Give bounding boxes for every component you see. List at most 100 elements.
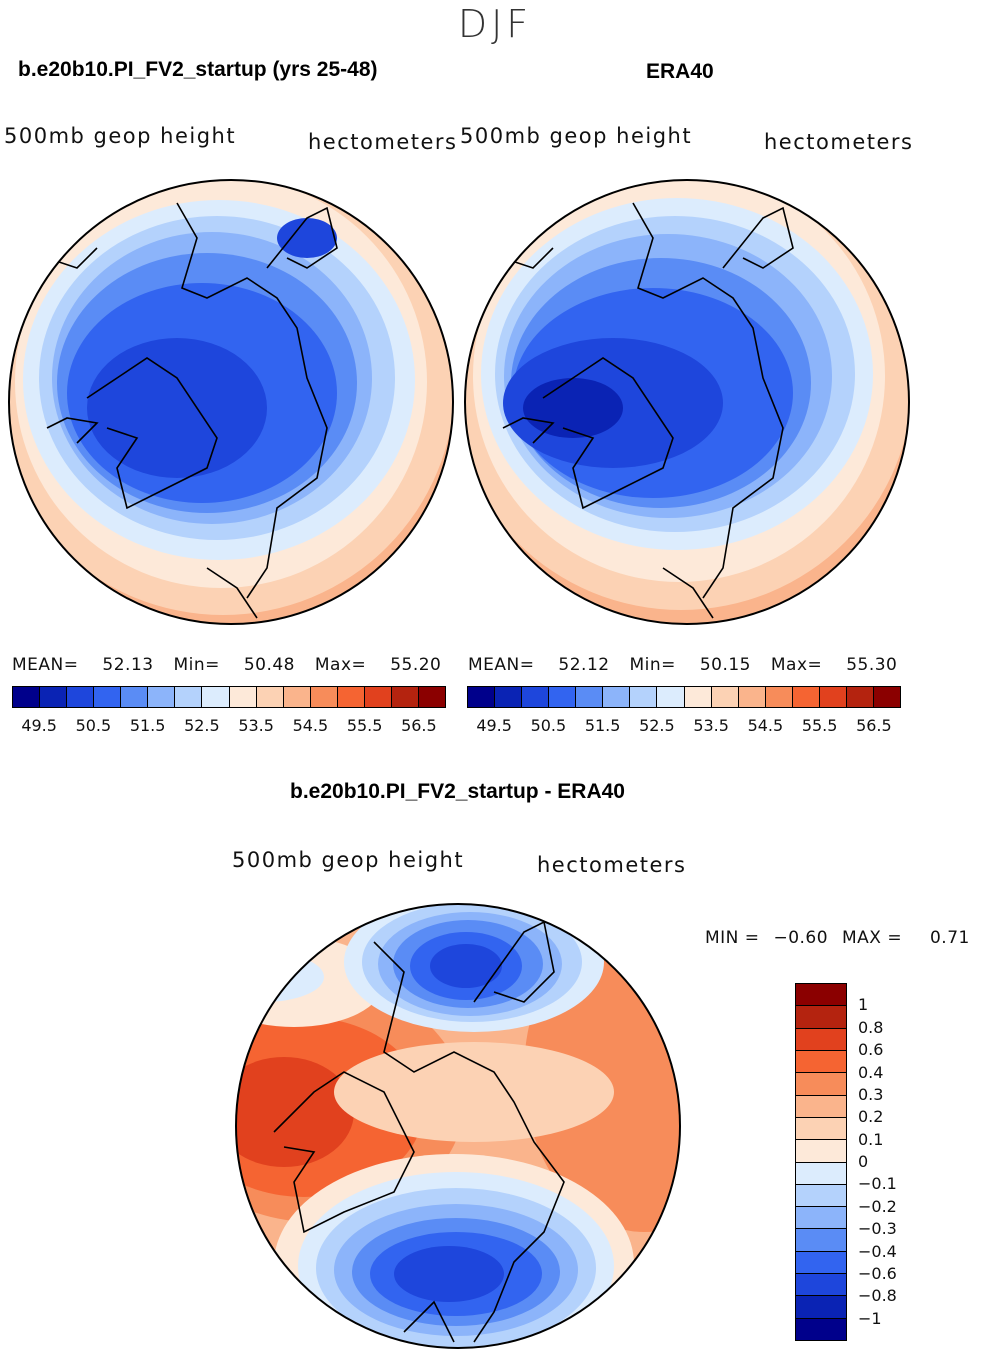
obs-colorbar-tick-label: 52.5 [639, 716, 675, 735]
model-colorbar-swatch [175, 687, 203, 707]
diff-units-label: hectometers [537, 853, 687, 877]
diff-colorbar-ticks: 1 0.8 0.6 0.4 0.3 0.2 0.1 0 −0.1 −0.2 −0.3 −0.4 −0.6… [858, 983, 918, 1341]
diff-colorbar-tick-label: 0.2 [858, 1107, 884, 1127]
diff-colorbar-tick-label: 0.8 [858, 1017, 884, 1037]
model-colorbar-tick-label: 52.5 [184, 716, 220, 735]
diff-colorbar-swatch [796, 1050, 846, 1074]
obs-colorbar-swatch [657, 687, 685, 707]
diff-colorbar-swatch [796, 1207, 846, 1230]
model-units-label: hectometers [308, 130, 458, 154]
diff-colorbar-tick-label: −0.6 [858, 1263, 897, 1283]
model-colorbar-swatch [13, 687, 41, 707]
obs-colorbar-swatch [738, 687, 766, 707]
diff-colorbar-tick-label: 0 [858, 1152, 869, 1171]
diff-colorbar-tick-label: −1 [858, 1308, 882, 1328]
obs-colorbar-swatch [603, 687, 631, 707]
obs-colorbar-swatch [765, 687, 793, 707]
diff-colorbar-swatch [796, 1296, 846, 1319]
obs-colorbar-swatch [468, 687, 496, 707]
obs-colorbar-swatch [549, 687, 577, 707]
model-colorbar-tick-label: 55.5 [346, 716, 383, 735]
model-variable-label: 500mb geop height [4, 124, 237, 148]
obs-colorbar-swatch [522, 687, 550, 707]
diff-colorbar-swatch [796, 1140, 846, 1163]
diff-panel-title: b.e20b10.PI_FV2_startup - ERA40 [290, 780, 625, 803]
obs-colorbar-ticks: 49.5 50.5 51.5 52.5 53.5 54.5 55.5 56.5 [467, 716, 901, 738]
model-colorbar-swatch [337, 687, 365, 707]
diff-colorbar-swatch [796, 1162, 846, 1185]
obs-max-label: Max= [770, 655, 823, 675]
model-polar-map [8, 179, 454, 625]
diff-colorbar-swatch [796, 1274, 846, 1297]
obs-colorbar-swatch [819, 687, 847, 707]
obs-colorbar-swatch [846, 687, 874, 707]
obs-colorbar-swatch [711, 687, 739, 707]
obs-colorbar-swatch [873, 687, 900, 707]
diff-colorbar-tick-label: 0.1 [858, 1129, 884, 1149]
diff-colorbar-swatch [796, 984, 846, 1007]
diff-max-label: MAX = [841, 928, 903, 948]
obs-colorbar-tick-label: 49.5 [476, 716, 512, 735]
model-colorbar-swatch [283, 687, 311, 707]
diff-colorbar-tick-label: −0.2 [858, 1196, 897, 1216]
model-colorbar-ticks: 49.5 50.5 51.5 52.5 53.5 54.5 55.5 56.5 [12, 716, 446, 738]
model-colorbar-tick-label: 50.5 [75, 716, 112, 735]
model-mean-label: MEAN= [12, 655, 79, 675]
obs-stats: MEAN= 52.12 Min= 50.15 Max= 55.30 [468, 655, 897, 675]
obs-variable-label: 500mb geop height [460, 124, 693, 148]
diff-colorbar-tick-label: −0.1 [858, 1174, 897, 1194]
obs-colorbar-tick-label: 54.5 [747, 716, 784, 735]
model-colorbar-tick-label: 53.5 [238, 716, 274, 735]
obs-colorbar-tick-label: 50.5 [530, 716, 567, 735]
model-min-label: Min= [173, 655, 220, 675]
model-panel-title: b.e20b10.PI_FV2_startup (yrs 25-48) [18, 58, 378, 81]
model-colorbar-swatch [256, 687, 284, 707]
diff-colorbar-tick-label: −0.8 [858, 1286, 897, 1306]
obs-colorbar-swatch [792, 687, 820, 707]
diff-max-value: 0.71 [929, 928, 970, 948]
model-colorbar-swatch [148, 687, 176, 707]
model-colorbar-swatch [391, 687, 419, 707]
obs-colorbar-swatch [495, 687, 523, 707]
model-max-value: 55.20 [390, 655, 442, 675]
model-colorbar-tick-label: 49.5 [21, 716, 57, 735]
diff-min-value: −0.60 [773, 928, 829, 948]
obs-mean-value: 52.12 [558, 655, 610, 675]
diff-colorbar-swatch [796, 1184, 846, 1208]
diff-colorbar-swatch [796, 1073, 846, 1096]
diff-colorbar-tick-label: −0.3 [858, 1219, 897, 1239]
obs-colorbar-tick-label: 55.5 [801, 716, 838, 735]
diff-colorbar-swatch [796, 1318, 846, 1340]
obs-polar-map [464, 179, 910, 625]
model-colorbar-swatch [364, 687, 392, 707]
diff-colorbar-swatch [796, 1251, 846, 1275]
model-colorbar [12, 686, 446, 708]
diff-colorbar-tick-label: 0.6 [858, 1040, 884, 1060]
model-colorbar-tick-label: 54.5 [292, 716, 329, 735]
obs-panel-title: ERA40 [646, 60, 714, 83]
obs-colorbar-tick-label: 51.5 [584, 716, 621, 735]
model-colorbar-swatch [94, 687, 122, 707]
diff-min-label: MIN = [705, 928, 760, 948]
diff-colorbar-tick-label: 0.4 [858, 1062, 884, 1082]
obs-units-label: hectometers [764, 130, 914, 154]
diff-colorbar-swatch [796, 1028, 846, 1051]
obs-min-value: 50.15 [699, 655, 751, 675]
diff-variable-label: 500mb geop height [232, 848, 465, 872]
model-colorbar-tick-label: 51.5 [129, 716, 166, 735]
obs-colorbar-swatch [630, 687, 658, 707]
diff-stats: MIN = −0.60 MAX = 0.71 [705, 928, 970, 948]
season-title: DJF [457, 2, 533, 46]
diff-colorbar-swatch [796, 1229, 846, 1252]
diff-colorbar-tick-label: −0.4 [858, 1241, 897, 1261]
model-min-value: 50.48 [243, 655, 295, 675]
obs-mean-label: MEAN= [468, 655, 535, 675]
obs-max-value: 55.30 [846, 655, 898, 675]
model-colorbar-swatch [229, 687, 257, 707]
obs-colorbar-tick-label: 56.5 [856, 716, 892, 735]
obs-colorbar-swatch [684, 687, 712, 707]
diff-colorbar-tick-label: 1 [858, 995, 869, 1015]
model-colorbar-tick-label: 56.5 [401, 716, 437, 735]
model-colorbar-swatch [202, 687, 230, 707]
diff-colorbar-swatch [796, 1006, 846, 1029]
